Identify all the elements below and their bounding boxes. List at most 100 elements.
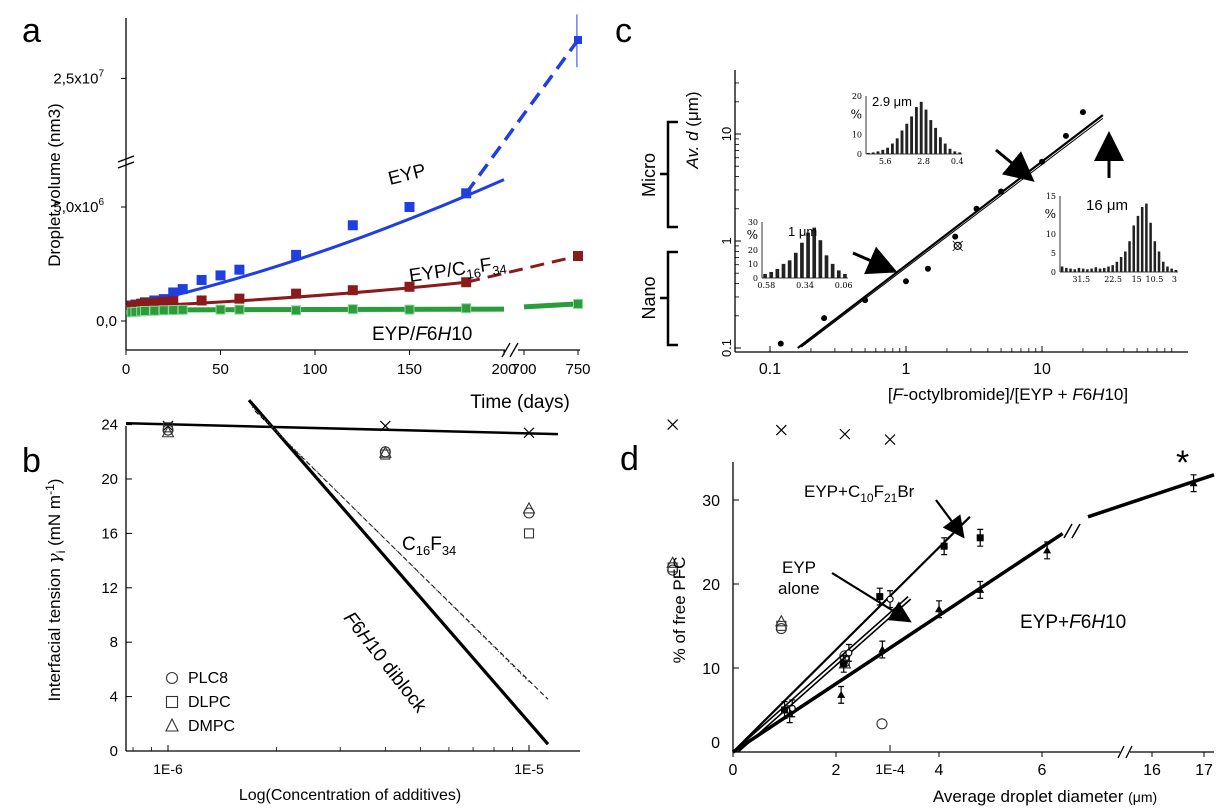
inset-bar <box>1145 203 1148 272</box>
inset-y-tick-label: % <box>851 107 862 121</box>
data-point-eyp-c16f34 <box>291 288 302 299</box>
inset-bar <box>1128 241 1131 272</box>
inset-bar <box>824 255 829 278</box>
data-point-c16f34 <box>884 434 896 445</box>
y-tick-label-b: 4 <box>110 689 118 706</box>
data-point-eyp-c10f21br <box>976 534 984 542</box>
data-point-eyp <box>291 249 302 260</box>
legend-marker-dlpc <box>165 695 179 709</box>
axis-break-x-a <box>501 342 519 358</box>
inset-y-tick-label: 20 <box>852 92 862 101</box>
y-tick-label-d: 30 <box>702 493 720 510</box>
data-point-eyp-c16f34 <box>196 295 207 306</box>
legend-marker-dmpc <box>165 717 179 732</box>
data-point-eyp-f6h10 <box>347 304 358 315</box>
axis-break-x-d <box>1117 745 1133 759</box>
inset-y-tick-label: 5 <box>1051 249 1056 258</box>
inset-y-tick-label: 0 <box>1051 268 1056 277</box>
histogram-inset-2: 20% 10 0 5.6 2.8 0.4 2.9 μm <box>851 92 964 166</box>
inset-bar <box>934 127 938 154</box>
data-point-eyp-f6h10 <box>461 303 472 314</box>
data-point-c <box>952 233 959 240</box>
inset-bar <box>1077 267 1081 272</box>
inset-bar <box>881 149 885 154</box>
data-point-plc8 <box>775 623 787 635</box>
inset-x-tick-label: 0.58 <box>757 281 775 290</box>
data-point-c <box>1039 158 1045 165</box>
inset-bar <box>1069 268 1072 272</box>
arrow-eyp-c10f21br <box>935 499 965 539</box>
data-point-eyp-f6h10 <box>177 304 188 315</box>
data-point-eyp-c10f21br <box>781 706 788 714</box>
series-label-eyp-f6h10: EYP/F6H10 <box>372 324 472 345</box>
label-alone: alone <box>778 579 820 598</box>
inset-bar <box>905 123 909 154</box>
x-tick-label-a: 50 <box>212 361 229 378</box>
y-tick-label-c: 10 <box>719 127 734 141</box>
data-point-dlpc <box>523 528 535 539</box>
inset-bar <box>830 263 835 278</box>
inset-y-tick-label: % <box>1045 207 1056 221</box>
inset-bar <box>910 116 914 154</box>
fit-line-eyp-f6h10-d-right <box>1087 473 1215 519</box>
x-tick-label-d: 4 <box>935 762 944 779</box>
label-eyp-c10f21br: EYP+C10F21Br <box>804 482 915 505</box>
line-break-d <box>1063 523 1081 539</box>
x-tick-label-a: 0 <box>122 361 130 378</box>
data-point-eyp <box>196 274 207 285</box>
data-point-c <box>1062 132 1069 139</box>
inset-bar <box>953 151 957 154</box>
x-tick-label-a: 750 <box>565 361 590 378</box>
y-axis-title-b: Interfacial tension γi (mN m-1) <box>43 479 68 702</box>
y-tick-label-b: 12 <box>101 580 118 597</box>
arrow-1um <box>852 246 898 275</box>
inset-label: 2.9 μm <box>872 94 912 109</box>
inset-bar <box>1153 241 1157 272</box>
fit-line-c <box>797 114 1104 349</box>
legend-label-dmpc: DMPC <box>188 718 235 735</box>
data-point-dmpc <box>161 425 175 438</box>
label-f6h10-diblock: F6H10 diblock <box>339 608 431 717</box>
inset-y-tick-label: 30 <box>748 218 758 227</box>
inset-bar <box>1115 261 1119 272</box>
inset-bar <box>886 147 890 154</box>
inset-bar <box>1090 268 1093 272</box>
x-tick-label-c: 10 <box>1033 361 1051 378</box>
x-tick-label-a: 100 <box>302 361 327 378</box>
data-point-eyp <box>461 188 472 199</box>
inset-y-tick-label: 0 <box>857 150 862 159</box>
inset-bar <box>800 242 804 278</box>
data-point-eyp-f6h10 <box>149 305 160 316</box>
legend-marker-plc8 <box>165 671 179 685</box>
inset-x-tick-label: 0.4 <box>951 157 964 166</box>
data-point-eyp <box>177 284 188 295</box>
inset-bar <box>871 152 875 154</box>
data-point-plc8 <box>876 718 888 730</box>
data-point-eyp-f6h10 <box>573 298 583 309</box>
x-tick-label-d: 17 <box>1195 762 1213 779</box>
panel-letter-d: d <box>620 440 639 478</box>
data-point-eyp-c10f21br <box>940 542 948 550</box>
y-tick-label-a: 0,0 <box>96 313 117 330</box>
fit-line-c16f34 <box>125 421 559 436</box>
panel-d: d 0 2 4 6 16 17 0 10 20 30 % of free PFC Average … <box>620 440 1215 806</box>
panel-letter-b: b <box>22 442 41 480</box>
data-point-c <box>903 278 909 285</box>
data-point-dmpc <box>666 556 680 568</box>
y-tick-label-c: 0.1 <box>719 339 734 357</box>
inset-bar <box>1081 268 1085 272</box>
dashed-extension-eyp <box>464 38 580 195</box>
inset-bar <box>843 273 847 278</box>
y-tick-label-b: 16 <box>101 525 118 542</box>
panel-letter-c: c <box>615 12 632 50</box>
inset-y-tick-label: 0 <box>753 274 758 283</box>
y-tick-label-d: 10 <box>702 661 720 678</box>
label-eyp: EYP <box>782 558 816 577</box>
x-axis-title-a: Time (days) <box>470 392 570 413</box>
x-tick-label-d: 0 <box>729 762 738 779</box>
data-point-c16f34 <box>523 427 535 439</box>
